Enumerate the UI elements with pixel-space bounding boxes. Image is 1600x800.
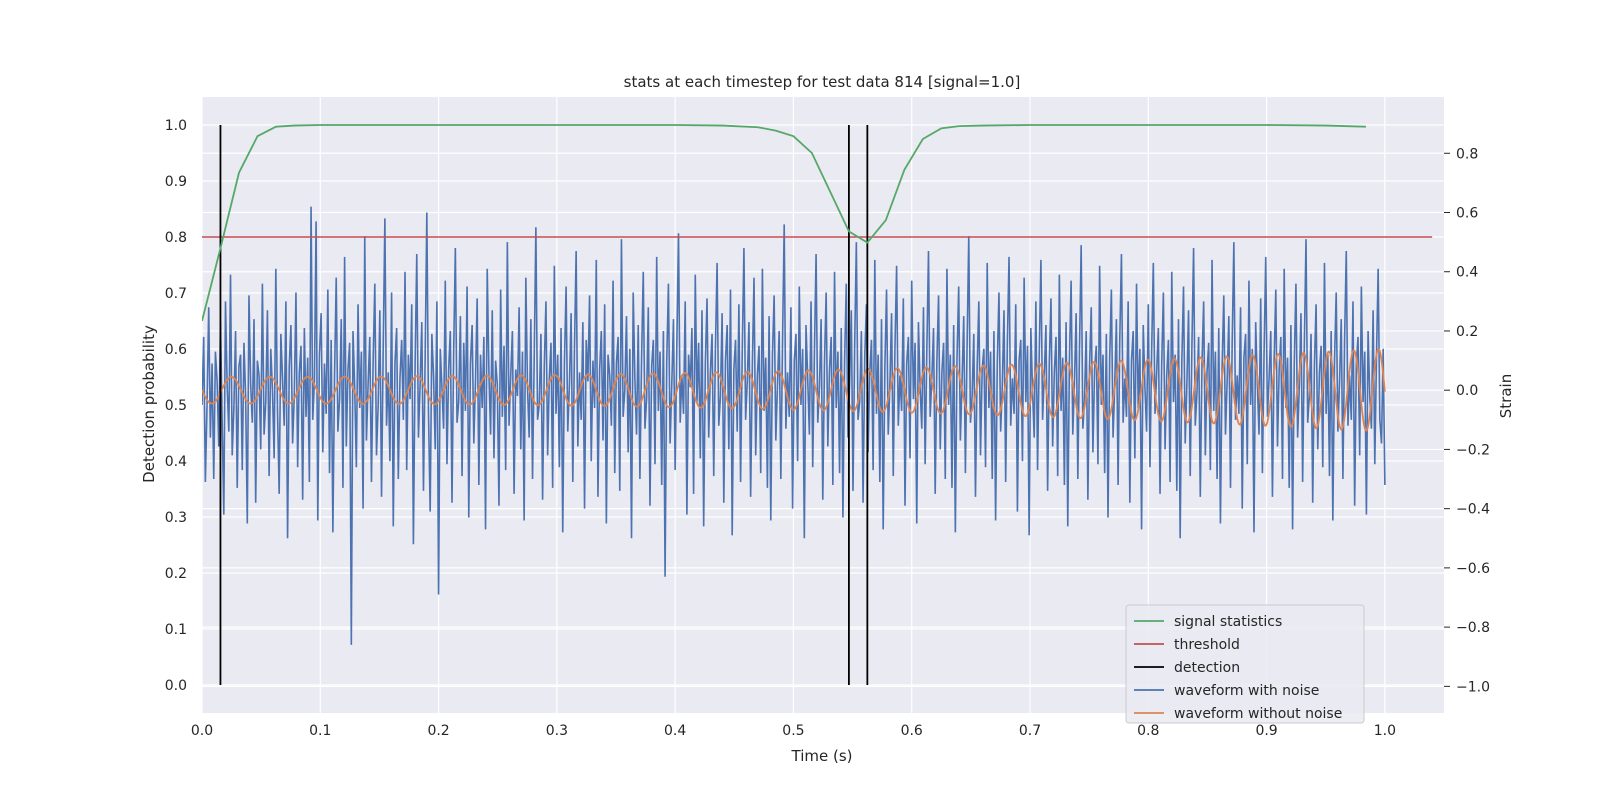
y-axis-right-label: Strain (1497, 374, 1515, 418)
y-right-tick-label: 0.6 (1456, 206, 1478, 222)
x-tick-label: 0.4 (664, 723, 686, 739)
x-tick-label: 0.9 (1255, 723, 1277, 739)
legend-label: waveform without noise (1174, 706, 1342, 722)
waveform-with-noise-line (202, 206, 1386, 645)
x-tick-label: 0.1 (309, 723, 331, 739)
y-left-tick-label: 0.2 (165, 566, 187, 582)
y-left-tick-label: 0.6 (165, 342, 187, 358)
x-tick-label: 0.7 (1019, 723, 1041, 739)
y-left-tick-label: 1.0 (165, 118, 187, 134)
waveform-without-noise-line (202, 348, 1386, 432)
y-left-tick-label: 0.5 (165, 398, 187, 414)
y-right-tick-label: 0.4 (1456, 265, 1478, 281)
y-left-tick-label: 0.0 (165, 678, 187, 694)
ticks: 0.0 0.1 0.2 0.3 0.4 0.5 0.6 0.7 0.8 0.9 1.0 0.0 0.1 0… (165, 118, 1490, 739)
legend-label: detection (1174, 660, 1240, 676)
y-right-tick-label: −0.2 (1456, 442, 1490, 458)
y-left-tick-label: 0.7 (165, 286, 187, 302)
y-left-tick-label: 0.9 (165, 174, 187, 190)
y-right-tick-label: −0.4 (1456, 502, 1490, 518)
chart-title: stats at each timestep for test data 814… (624, 73, 1021, 91)
legend: signal statistics threshold detection wavef… (1125, 604, 1365, 724)
x-tick-label: 1.0 (1374, 723, 1396, 739)
y-left-tick-label: 0.1 (165, 622, 187, 638)
y-right-tick-label: −0.6 (1456, 561, 1490, 577)
legend-box (1125, 604, 1365, 724)
series-layer (202, 124, 1433, 685)
y-right-tick-label: 0.8 (1456, 146, 1478, 162)
y-left-tick-label: 0.4 (165, 454, 187, 470)
y-left-tick-label: 0.8 (165, 230, 187, 246)
y-right-tick-label: −0.8 (1456, 620, 1490, 636)
x-tick-label: 0.3 (546, 723, 568, 739)
x-tick-label: 0.0 (191, 723, 213, 739)
legend-label: signal statistics (1174, 614, 1282, 630)
legend-label: threshold (1174, 637, 1240, 653)
y-axis-left-label: Detection probability (140, 325, 158, 483)
y-left-tick-label: 0.3 (165, 510, 187, 526)
y-right-tick-label: 0.0 (1456, 383, 1478, 399)
x-axis-label: Time (s) (791, 747, 853, 765)
signal-statistics-line (202, 124, 1366, 322)
y-right-tick-label: 0.2 (1456, 324, 1478, 340)
x-tick-label: 0.8 (1137, 723, 1159, 739)
x-tick-label: 0.6 (901, 723, 923, 739)
x-tick-label: 0.5 (782, 723, 804, 739)
legend-label: waveform with noise (1174, 683, 1319, 699)
y-right-tick-label: −1.0 (1456, 679, 1490, 695)
x-tick-label: 0.2 (427, 723, 449, 739)
